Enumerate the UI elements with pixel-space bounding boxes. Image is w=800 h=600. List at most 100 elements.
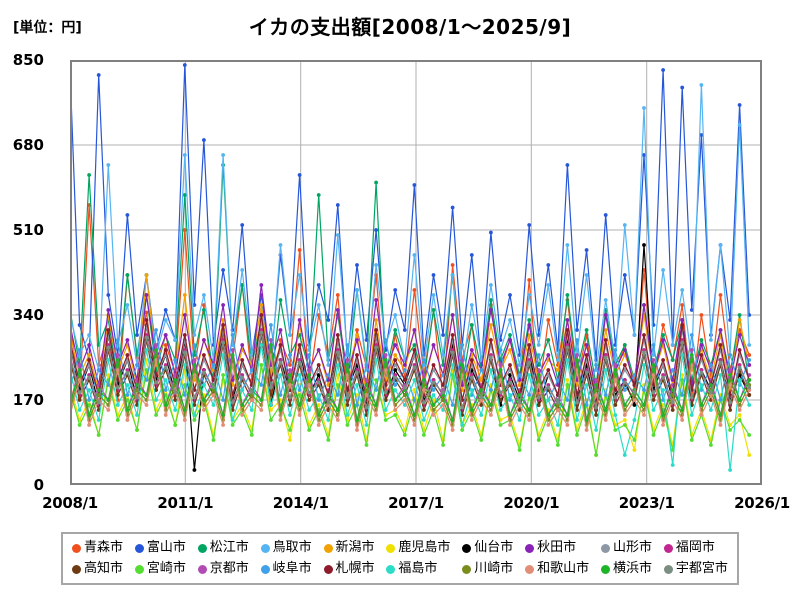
data-point-marker [173,423,178,427]
data-point-marker [297,413,302,417]
data-point-marker [182,408,187,412]
data-point-marker [613,388,618,392]
data-point-marker [393,383,398,387]
data-point-marker [288,413,292,417]
data-point-marker [221,413,226,417]
data-point-marker [297,318,302,322]
data-point-marker [182,418,187,422]
data-point-marker [316,303,321,307]
legend-label: 京都市 [209,561,249,576]
data-point-marker [737,378,742,382]
data-point-marker [154,398,158,402]
data-point-marker [154,380,158,385]
data-point-marker [144,293,149,297]
data-point-marker [498,368,503,372]
data-point-marker [335,408,340,412]
data-point-marker [345,403,350,407]
data-point-marker [307,428,311,432]
data-point-marker [374,403,378,407]
data-point-marker [326,438,331,442]
data-point-marker [728,393,732,397]
data-point-marker [154,388,158,392]
data-point-marker [498,423,503,427]
data-point-marker [546,385,551,390]
legend-marker-icon [260,543,270,553]
data-point-marker [202,370,206,375]
data-point-marker [316,413,321,417]
data-point-marker [316,348,321,352]
data-point-marker [125,418,130,422]
data-point-marker [737,333,742,337]
legend-label: 横浜市 [613,561,653,576]
data-point-marker [393,343,398,347]
data-point-marker [240,283,245,287]
data-point-marker [393,368,398,372]
data-point-marker [355,370,359,375]
data-point-marker [230,348,235,352]
data-point-marker [192,395,197,400]
data-point-marker [192,333,197,337]
data-point-marker [689,348,694,352]
series-line [70,354,750,433]
data-point-marker [642,303,646,307]
data-point-marker [87,358,91,362]
data-point-marker [230,378,235,382]
data-point-marker [355,353,359,357]
data-point-marker [144,393,149,397]
data-point-marker [622,418,627,422]
data-point-marker [670,463,675,467]
data-point-marker [326,400,331,405]
x-axis-tick-label: 2014/1 [272,494,329,512]
data-point-marker [125,353,130,357]
data-point-marker [393,358,398,362]
data-point-marker [546,318,551,322]
data-point-marker [622,273,627,277]
data-point-marker [77,368,82,372]
data-point-marker [709,383,713,387]
data-point-marker [622,453,627,457]
data-point-marker [622,380,627,385]
data-point-marker [393,408,398,412]
data-point-marker [182,193,187,197]
data-point-marker [297,388,302,392]
legend-label: 鹿児島市 [398,540,451,555]
data-point-marker [106,383,111,387]
data-point-marker [661,423,665,427]
data-point-marker [489,338,493,342]
data-point-marker [632,403,637,407]
data-point-marker [651,390,656,395]
data-point-marker [527,318,532,322]
data-point-marker [469,303,474,307]
data-point-marker [508,363,512,367]
data-point-marker [450,273,455,277]
data-point-marker [374,345,378,350]
data-point-marker [584,343,589,347]
data-point-marker [106,408,111,412]
data-point-marker [737,408,742,412]
data-point-marker [221,398,226,402]
legend-item: 富山市 [134,539,186,557]
data-point-marker [240,403,245,407]
data-point-marker [508,413,512,417]
data-point-marker [661,68,665,72]
data-point-marker [536,343,541,347]
data-point-marker [374,378,378,382]
data-point-marker [173,398,178,402]
data-point-marker [87,413,91,417]
data-point-marker [393,288,398,292]
data-point-marker [211,403,216,407]
data-point-marker [230,353,235,357]
data-point-marker [77,408,82,412]
data-point-marker [106,293,111,297]
data-point-marker [594,453,598,457]
data-point-marker [469,323,474,327]
data-point-marker [297,248,302,252]
data-point-marker [680,288,685,292]
data-point-marker [345,395,350,400]
data-point-marker [527,223,532,227]
data-point-marker [709,338,713,342]
data-point-marker [393,353,398,357]
legend-label: 宮崎市 [146,561,186,576]
data-point-marker [269,408,273,412]
data-point-marker [77,390,82,395]
